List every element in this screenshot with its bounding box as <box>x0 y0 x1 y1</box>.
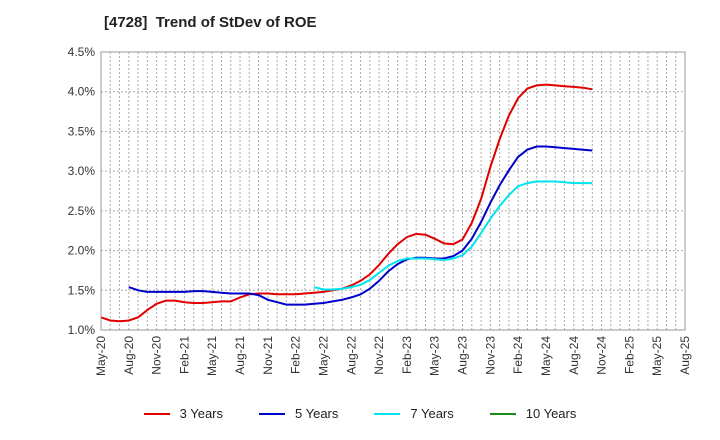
y-tick-label: 2.5% <box>68 204 96 218</box>
legend: 3 Years 5 Years 7 Years 10 Years <box>0 406 720 421</box>
legend-label: 10 Years <box>525 406 577 421</box>
legend-item: 3 Years <box>143 406 223 421</box>
legend-swatch <box>374 412 401 415</box>
legend-item: 10 Years <box>489 406 577 421</box>
x-tick-label: May-21 <box>205 336 219 376</box>
x-tick-label: Nov-20 <box>150 336 164 375</box>
x-tick-label: Nov-21 <box>261 336 275 375</box>
x-tick-label: May-20 <box>94 336 108 376</box>
x-tick-label: Nov-22 <box>372 336 386 375</box>
y-tick-label: 4.5% <box>68 45 96 59</box>
x-tick-label: Aug-20 <box>122 336 136 375</box>
y-tick-label: 4.0% <box>68 85 96 99</box>
x-tick-label: Aug-25 <box>678 336 692 375</box>
x-tick-label: May-22 <box>316 336 330 376</box>
series-line-7-years <box>313 180 593 291</box>
y-axis-ticks: 1.0% 1.5% 2.0% 2.5% 3.0% 3.5% 4.0% 4.5% <box>68 45 96 337</box>
x-tick-label: Nov-24 <box>595 336 609 375</box>
x-tick-label: Feb-23 <box>400 336 414 374</box>
x-tick-label: Feb-25 <box>622 336 636 374</box>
legend-swatch <box>259 412 285 415</box>
x-tick-label: Aug-24 <box>567 336 581 375</box>
x-tick-label: Feb-21 <box>177 336 191 374</box>
x-tick-label: Aug-22 <box>344 336 358 375</box>
x-tick-label: Feb-24 <box>511 336 525 374</box>
series-line-5-years <box>128 145 593 306</box>
legend-swatch <box>143 412 170 415</box>
y-tick-label: 2.0% <box>68 244 96 258</box>
y-tick-label: 3.5% <box>68 124 96 138</box>
x-tick-label: May-25 <box>650 336 664 376</box>
legend-label: 3 Years <box>179 406 223 421</box>
x-tick-label: Nov-23 <box>483 336 497 375</box>
legend-swatch <box>489 412 516 415</box>
series-lines <box>100 83 593 323</box>
x-axis-ticks: May-20 Aug-20 Nov-20 Feb-21 May-21 Aug-21 Nov-… <box>94 336 692 376</box>
plot-frame <box>100 51 686 331</box>
legend-item: 5 Years <box>259 406 338 421</box>
x-tick-label: Feb-22 <box>289 336 303 374</box>
x-tick-label: May-24 <box>539 336 553 376</box>
legend-label: 7 Years <box>410 406 454 421</box>
legend-label: 5 Years <box>295 406 339 421</box>
y-tick-label: 1.5% <box>68 283 96 297</box>
x-tick-label: Aug-21 <box>233 336 247 375</box>
legend-item: 7 Years <box>374 406 454 421</box>
y-tick-label: 1.0% <box>68 323 96 337</box>
x-tick-label: May-23 <box>428 336 442 376</box>
chart-title: [4728] Trend of StDev of ROE <box>104 14 317 31</box>
x-tick-label: Aug-23 <box>456 336 470 375</box>
grid <box>101 52 685 330</box>
y-tick-label: 3.0% <box>68 164 96 178</box>
